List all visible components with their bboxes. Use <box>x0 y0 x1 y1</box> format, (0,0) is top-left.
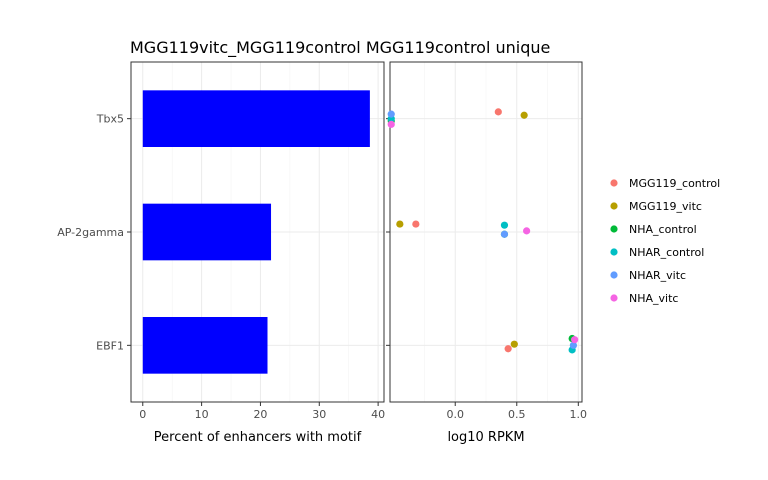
plot-title: MGG119vitc_MGG119control MGG119control u… <box>130 38 550 58</box>
legend: MGG119_control MGG119_vitc NHA_control NHAR… <box>610 177 720 305</box>
bar-marks <box>142 90 370 374</box>
legend-label: NHAR_vitc <box>629 269 686 282</box>
y-tick-label: AP-2gamma <box>57 226 124 239</box>
legend-key <box>610 225 618 233</box>
bar-y-axis: Tbx5 AP-2gamma EBF1 <box>57 113 131 352</box>
bar-x-tick-label: 40 <box>371 408 385 421</box>
legend-label: NHA_vitc <box>629 292 678 305</box>
bar-tbx5 <box>142 90 370 147</box>
scatter-points <box>387 108 579 354</box>
bar-x-axis: 0 10 20 30 40 <box>139 402 385 421</box>
scatter-x-tick-label: 0.0 <box>446 408 464 421</box>
legend-key <box>610 179 618 187</box>
scatter-panel: 0.0 0.5 1.0 log10 RPKM <box>386 61 587 445</box>
point-nhar-vitc-ebf1 <box>569 341 577 349</box>
point-mgg119-control-tbx5 <box>494 108 502 116</box>
point-nha-vitc-ebf1 <box>571 336 579 344</box>
legend-key <box>610 271 618 279</box>
scatter-x-axis: 0.0 0.5 1.0 <box>446 402 587 421</box>
point-mgg119-control-ap-2gamma <box>412 220 420 228</box>
scatter-x-tick-label: 1.0 <box>570 408 588 421</box>
point-mgg119-control-ebf1 <box>504 345 512 353</box>
bar-x-tick-label: 0 <box>139 408 146 421</box>
point-mgg119-vitc-tbx5 <box>520 111 528 119</box>
y-tick-label: Tbx5 <box>96 113 124 126</box>
legend-label: NHA_control <box>629 223 697 236</box>
bar-x-tick-label: 10 <box>195 408 209 421</box>
point-nhar-vitc-tbx5 <box>387 110 395 118</box>
scatter-x-tick-label: 0.5 <box>508 408 526 421</box>
scatter-y-ticks <box>386 118 390 346</box>
point-nhar-vitc-ap-2gamma <box>500 230 509 238</box>
bar-chart-panel: Tbx5 AP-2gamma EBF1 0 10 20 30 40 Percent of e… <box>57 61 385 445</box>
bar-x-axis-title: Percent of enhancers with motif <box>154 430 362 445</box>
bar-ebf1 <box>142 317 268 374</box>
point-nhar-control-ap-2gamma <box>500 221 509 229</box>
bar-x-tick-label: 20 <box>253 408 267 421</box>
legend-label: NHAR_control <box>629 246 704 259</box>
legend-key <box>610 294 618 302</box>
point-mgg119-vitc-ebf1 <box>510 340 518 348</box>
legend-label: MGG119_control <box>629 177 720 190</box>
point-nha-vitc-tbx5 <box>387 120 395 128</box>
legend-key <box>610 202 618 210</box>
legend-label: MGG119_vitc <box>629 200 702 213</box>
bar-ap-2gamma <box>142 203 272 261</box>
point-nha-vitc-ap-2gamma <box>523 227 531 235</box>
bar-x-tick-label: 30 <box>312 408 326 421</box>
scatter-panel-border <box>389 61 583 403</box>
point-mgg119-vitc-ap-2gamma <box>396 220 404 228</box>
legend-key <box>610 248 618 256</box>
scatter-x-axis-title: log10 RPKM <box>447 430 524 445</box>
y-tick-label: EBF1 <box>96 339 124 352</box>
